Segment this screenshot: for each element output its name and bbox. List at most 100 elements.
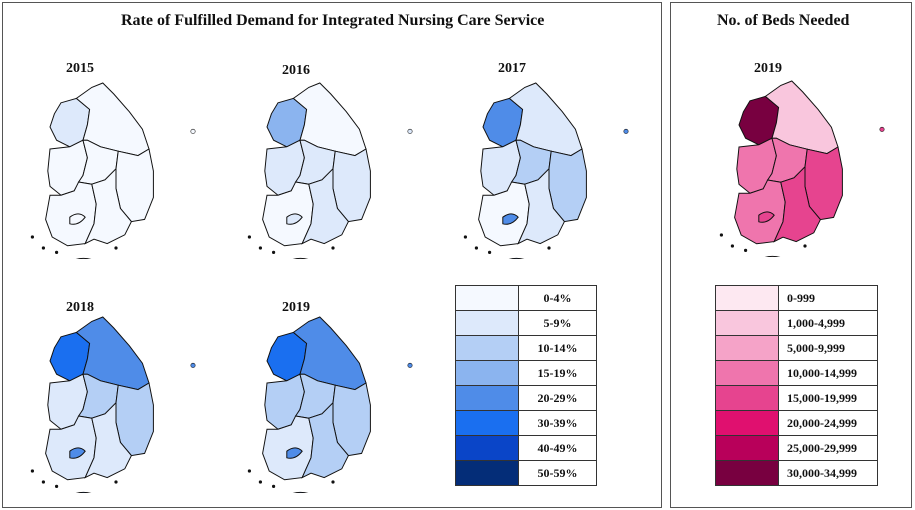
beds-legend-swatch [715,435,779,461]
rate-legend-swatch [455,385,519,411]
right-panel-title: No. of Beds Needed [717,12,850,29]
region-south-east [517,167,565,245]
small-island [247,469,251,473]
rate-legend-row: 50-59% [455,460,597,486]
beds-needed-panel: No. of Beds Needed 2019 0-999 1,000-4,999… [670,2,912,508]
region-island [764,255,781,257]
beds-legend-label: 0-999 [778,285,878,311]
beds-legend-label: 15,000-19,999 [778,385,878,411]
region-island [508,257,525,259]
map-year-label: 2017 [498,61,526,76]
beds-legend-row: 0-999 [715,285,878,311]
rate-legend-label: 5-9% [518,310,597,336]
small-island [30,235,34,239]
region-island [75,257,92,259]
small-island [474,246,478,250]
beds-legend-swatch [715,310,779,336]
region-south-east [84,167,132,245]
rate-legend-swatch [455,310,519,336]
beds-legend: 0-999 1,000-4,999 5,000-9,999 10,000-14,999… [715,285,878,486]
small-island [879,126,885,132]
beds-legend-label: 20,000-24,999 [778,410,878,436]
rate-legend-label: 30-39% [518,410,597,436]
map-year-label: 2015 [66,61,94,76]
beds-legend-label: 5,000-9,999 [778,335,878,361]
small-island [55,484,59,488]
rate-legend-label: 0-4% [518,285,597,311]
rate-legend-row: 20-29% [455,385,597,411]
rate-legend-row: 30-39% [455,410,597,436]
small-island [114,480,118,484]
korea-map-2019 [247,316,413,493]
region-city [286,447,303,459]
small-island [190,128,196,134]
rate-legend-swatch [455,335,519,361]
region-island [292,491,309,493]
small-island [272,484,276,488]
beds-legend-row: 15,000-19,999 [715,385,878,411]
beds-legend-label: 25,000-29,999 [778,435,878,461]
small-island [331,246,335,250]
korea-map-2017 [463,82,629,259]
beds-legend-label: 30,000-34,999 [778,460,878,486]
beds-legend-row: 20,000-24,999 [715,410,878,436]
region-south-east [84,401,132,479]
small-island [258,480,262,484]
korea-map-2015 [30,82,196,259]
beds-legend-swatch [715,410,779,436]
region-island [75,491,92,493]
korea-map-2018 [30,316,196,493]
rate-legend-label: 50-59% [518,460,597,486]
beds-legend-row: 1,000-4,999 [715,310,878,336]
small-island [730,244,734,248]
beds-legend-row: 25,000-29,999 [715,435,878,461]
region-south-east [301,401,349,479]
map-year-label: 2016 [282,63,310,78]
small-island [41,480,45,484]
beds-legend-swatch [715,285,779,311]
small-island [407,362,413,368]
korea-map-beds-2019 [719,80,885,257]
rate-legend-label: 20-29% [518,385,597,411]
rate-legend-swatch [455,285,519,311]
rate-legend-label: 40-49% [518,435,597,461]
beds-legend-swatch [715,460,779,486]
small-island [247,235,251,239]
rate-legend-swatch [455,435,519,461]
rate-legend-row: 5-9% [455,310,597,336]
beds-legend-row: 10,000-14,999 [715,360,878,386]
region-city [69,447,86,459]
region-south-east [773,165,821,243]
small-island [114,246,118,250]
beds-legend-row: 5,000-9,999 [715,335,878,361]
beds-legend-swatch [715,335,779,361]
rate-legend-row: 0-4% [455,285,597,311]
map-year-label: 2019 [754,61,782,76]
rate-legend-swatch [455,460,519,486]
rate-legend-swatch [455,360,519,386]
small-island [190,362,196,368]
small-island [41,246,45,250]
region-south-east [301,167,349,245]
left-panel-title: Rate of Fulfilled Demand for Integrated … [121,12,545,29]
small-island [744,248,748,252]
korea-map-2016 [247,82,413,259]
small-island [547,246,551,250]
region-city [502,213,519,225]
beds-legend-swatch [715,385,779,411]
beds-legend-row: 30,000-34,999 [715,460,878,486]
small-island [331,480,335,484]
small-island [463,235,467,239]
small-island [488,250,492,254]
beds-legend-swatch [715,360,779,386]
small-island [272,250,276,254]
rate-legend-row: 15-19% [455,360,597,386]
region-island [292,257,309,259]
small-island [803,244,807,248]
small-island [623,128,629,134]
rate-legend-row: 40-49% [455,435,597,461]
small-island [407,128,413,134]
rate-of-fulfilled-demand-panel: Rate of Fulfilled Demand for Integrated … [2,2,662,508]
rate-legend-label: 10-14% [518,335,597,361]
small-island [719,233,723,237]
